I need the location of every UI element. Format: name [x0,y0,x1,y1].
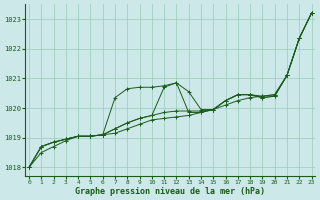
X-axis label: Graphe pression niveau de la mer (hPa): Graphe pression niveau de la mer (hPa) [75,187,265,196]
